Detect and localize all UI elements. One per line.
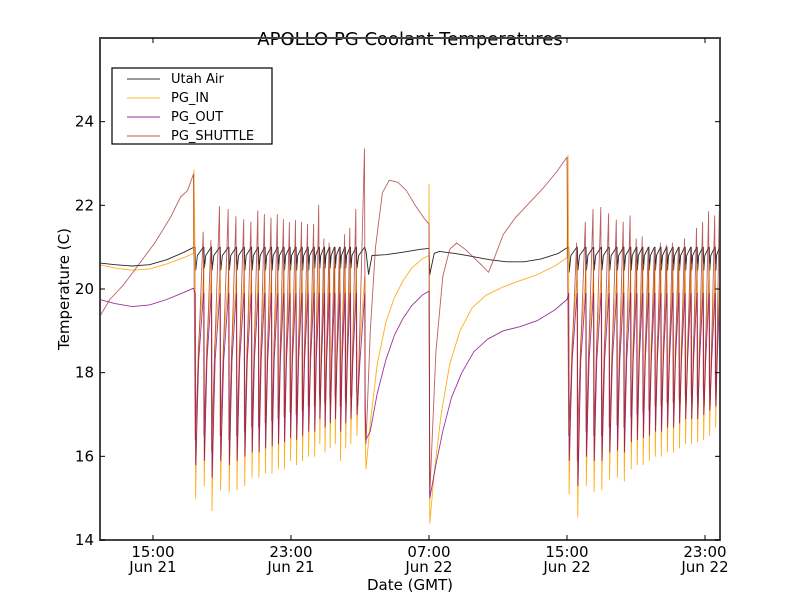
- y-axis: 14 16 18 20 22 24: [75, 113, 720, 549]
- series-line-pg-out: [100, 287, 720, 499]
- x-tick-label-date: Jun 22: [680, 558, 728, 576]
- x-tick-label-time: 15:00: [545, 543, 588, 561]
- y-tick-label: 16: [75, 447, 94, 465]
- legend-box: [111, 67, 273, 145]
- legend-label: PG_OUT: [171, 110, 223, 125]
- x-tick-label-date: Jun 22: [542, 558, 590, 576]
- x-axis-label: Date (GMT): [367, 576, 453, 594]
- y-tick-label: 20: [75, 280, 94, 298]
- chart-title: APOLLO PG Coolant Temperatures: [257, 29, 562, 50]
- y-tick-label: 22: [75, 196, 94, 214]
- series-layer: [100, 148, 720, 524]
- series-line-pg-shuttle: [100, 148, 720, 495]
- y-tick-label: 14: [75, 531, 94, 549]
- x-tick-label-time: 23:00: [269, 543, 312, 561]
- x-tick-label-date: Jun 22: [404, 558, 452, 576]
- x-tick-label-date: Jun 21: [128, 558, 176, 576]
- x-tick-label-time: 07:00: [407, 543, 450, 561]
- legend: Utah Air PG_IN PG_OUT PG_SHUTTLE: [111, 67, 273, 145]
- y-tick-label: 24: [75, 113, 94, 131]
- legend-label: Utah Air: [171, 72, 224, 87]
- legend-label: PG_SHUTTLE: [171, 129, 254, 144]
- x-tick-label-time: 23:00: [683, 543, 726, 561]
- y-tick-label: 18: [75, 364, 94, 382]
- y-axis-label: Temperature (C): [55, 228, 73, 351]
- legend-label: PG_IN: [171, 91, 209, 106]
- x-tick-label-time: 15:00: [131, 543, 174, 561]
- x-tick-label-date: Jun 21: [266, 558, 314, 576]
